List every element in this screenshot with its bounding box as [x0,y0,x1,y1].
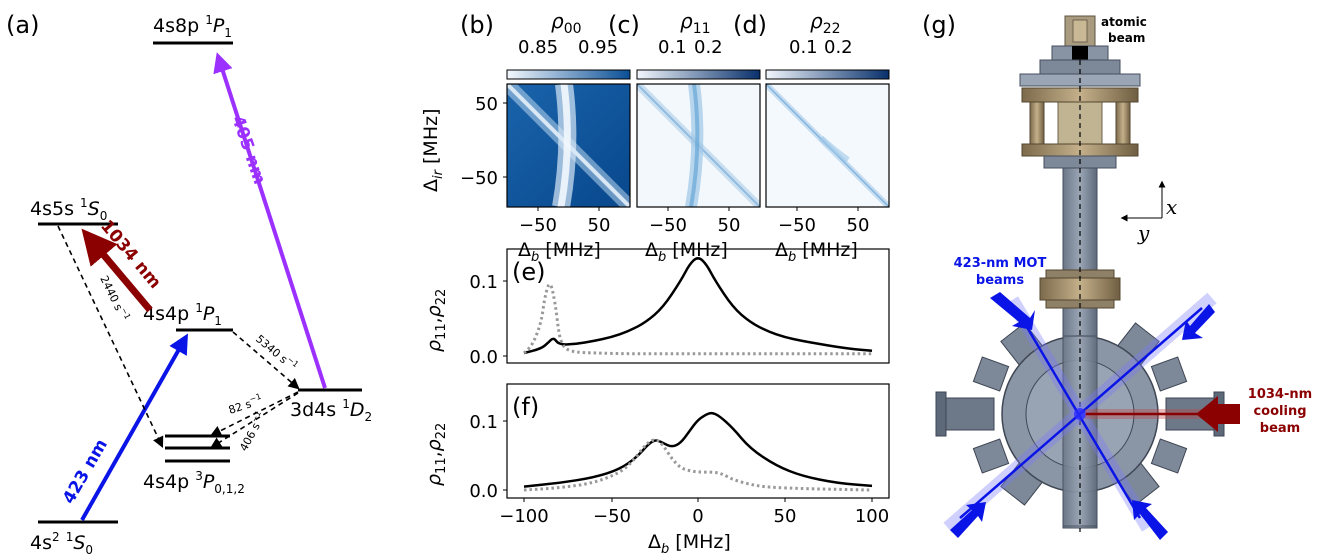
label-mot-2: beams [976,273,1024,288]
plot-e-frame [506,248,890,364]
colorbar-b [506,69,631,80]
arrow-1034nm [81,228,153,313]
colorbar-d [765,69,890,80]
plot-e-series [522,257,873,356]
apparatus-drawing: (g) atomic beam [922,11,1312,540]
plot-f-series [523,411,873,492]
hm-ytick-50: 50 [475,94,498,115]
e-ylabel: ρ11,ρ22 [423,289,449,352]
decay-4s5s-to-3P [57,225,164,449]
panel-label-b: (b) [460,11,494,39]
level-label-4s4p-1P1: 4s4p 1P1 [143,301,222,328]
e-ytick-0.0: 0.0 [469,347,498,368]
hm-ylabel: Δir [MHz] [420,109,446,193]
colorbar-title-rho22: ρ22 [810,9,841,37]
cb-tick-c-2: 0.2 [694,37,723,58]
hm-b-xlabel: Δb [MHz] [518,239,601,265]
level-diagram: (a) 4s8p 1P1 4s5s 1S0 4s4p 1P1 3d4s 1D2 … [6,11,372,557]
cb-tick-b-1: 0.85 [518,37,558,58]
label-cooling-2: cooling [1253,404,1306,419]
mot-arrow-top-left [990,292,1035,330]
level-label-3d4s: 3d4s 1D2 [290,397,372,424]
label-cooling-3: beam [1260,421,1300,436]
cb-tick-b-2: 0.95 [578,37,618,58]
level-label-4s8p: 4s8p 1P1 [153,13,232,40]
label-423nm: 423 nm [59,436,112,508]
heatmap-d [765,83,890,208]
mot-arrow-bottom-right [1132,500,1168,540]
series-e-dotted [522,282,872,356]
label-cooling-1: 1034-nm [1248,387,1312,402]
f-ylabel: ρ11,ρ22 [423,423,449,486]
heatmap-panels: (b) (c) (d) ρ00 ρ11 ρ22 0.85 0.95 0.1 0.… [420,9,890,265]
decay-1D2-to-3P1 [209,391,299,437]
hm-d-xlabel: Δb [MHz] [775,239,858,265]
hm-c-xtick-1: −50 [649,215,687,236]
panel-label-f: (f) [512,393,539,421]
colorbar-title-rho11: ρ11 [680,9,711,37]
colorbar-c [636,69,761,80]
label-405nm: 405 nm [227,113,269,187]
series-f-solid [523,411,873,488]
f-xtick-50: 50 [774,506,797,527]
arrow-405nm [213,52,327,389]
hm-c-xlabel: Δb [MHz] [645,239,728,265]
axis-y-label: y [1137,221,1150,245]
f-ytick-0.1: 0.1 [469,412,498,433]
panel-label-g: (g) [922,11,956,39]
cooling-beam-arrow [1196,396,1240,432]
series-e-solid [523,257,873,355]
level-label-ground: 4s2 1S0 [30,530,93,556]
line-plots: (e) (f) 0.1 0.0 0.1 0.0 ρ11,ρ22 ρ11,ρ22 … [423,248,890,557]
f-xtick-neg100: −100 [499,506,548,527]
level-label-3P: 4s4p 3P0,1,2 [143,469,245,496]
decay-1D2-to-3P2 [210,392,299,449]
rate-406: 406 s−1 [235,409,268,453]
hm-b-xtick-2: 50 [588,215,611,236]
f-ytick-0.0: 0.0 [469,481,498,502]
cb-tick-c-1: 0.1 [658,37,687,58]
hm-b-xtick-1: −50 [519,215,557,236]
f-xlabel: Δb [MHz] [648,531,731,556]
hm-ytick-neg50: −50 [460,168,498,189]
hm-d-xtick-1: −50 [778,215,816,236]
e-ytick-0.1: 0.1 [469,272,498,293]
mot-beams [943,292,1217,540]
panel-label-d: (d) [733,11,767,39]
cb-tick-d-1: 0.1 [789,37,818,58]
level-label-4s5s: 4s5s 1S0 [30,196,107,223]
cb-tick-d-2: 0.2 [824,37,853,58]
panel-label-e: (e) [512,258,546,286]
mot-arrow-top-right [1182,304,1215,340]
f-xtick-100: 100 [855,506,889,527]
panel-label-c: (c) [608,11,640,39]
f-xtick-0: 0 [692,506,703,527]
colorbar-title-rho00: ρ00 [551,9,582,37]
label-atomic-beam-1: atomic [1101,15,1147,29]
heatmap-c [636,83,761,208]
label-mot-1: 423-nm MOT [954,256,1047,271]
mot-arrow-bottom-left [950,502,986,538]
brass-cage [1021,87,1139,157]
f-xtick-neg50: −50 [593,506,631,527]
series-f-dotted [523,438,873,492]
cooling-beam [1085,396,1240,432]
rate-5340: 5340 s−1 [253,331,300,374]
panel-label-a: (a) [6,11,39,39]
arrow-423nm [80,333,188,521]
heatmap-b [506,83,631,208]
label-atomic-beam-2: beam [1108,31,1145,45]
axis-x-label: x [1166,195,1177,219]
hm-d-xtick-2: 50 [847,215,870,236]
hm-c-xtick-2: 50 [718,215,741,236]
